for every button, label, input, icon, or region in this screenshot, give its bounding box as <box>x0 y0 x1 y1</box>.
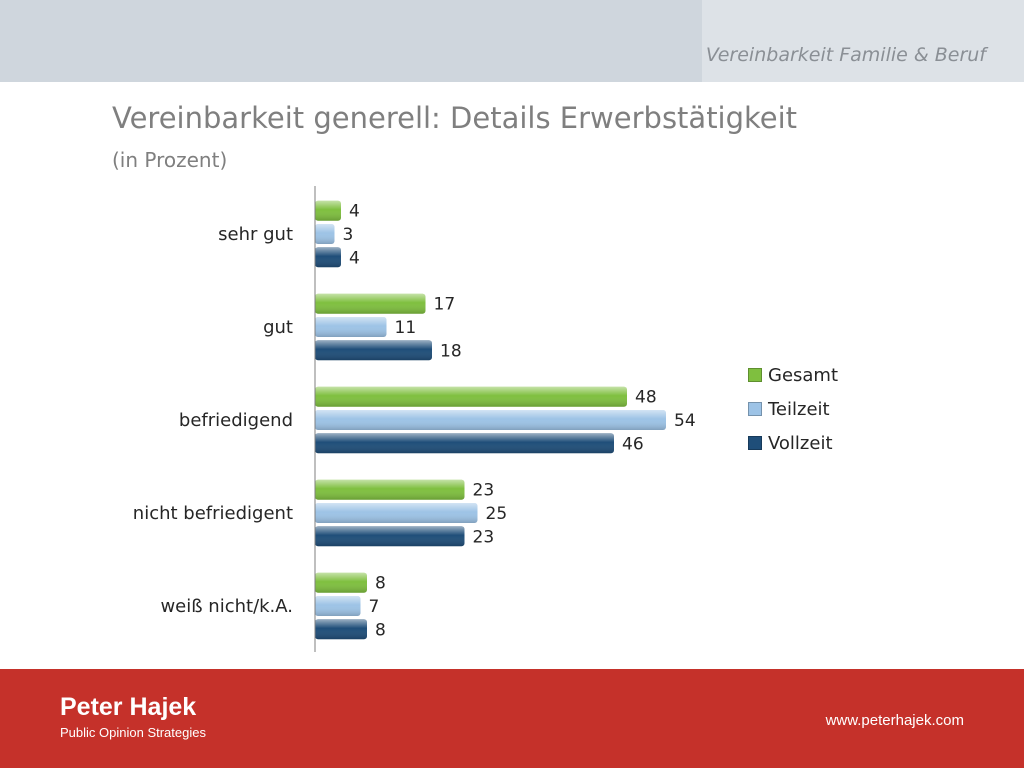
data-label: 23 <box>473 527 495 547</box>
legend-label: Teilzeit <box>768 398 830 420</box>
data-label: 17 <box>434 295 456 315</box>
category-label: nicht befriedigent <box>133 503 293 524</box>
footer: Peter Hajek Public Opinion Strategies ww… <box>0 669 1024 768</box>
legend-item-vollzeit: Vollzeit <box>748 426 838 460</box>
chart-title: Vereinbarkeit generell: Details Erwerbst… <box>112 101 798 135</box>
data-label: 8 <box>375 620 386 640</box>
legend-swatch <box>748 368 762 382</box>
bar-highlight <box>315 619 367 640</box>
bar-highlight <box>315 503 478 523</box>
legend-label: Vollzeit <box>768 432 833 454</box>
website-link[interactable]: www.peterhajek.com <box>825 712 964 729</box>
chart-legend: Gesamt Teilzeit Vollzeit <box>748 358 838 460</box>
legend-swatch <box>748 402 762 416</box>
category-label: gut <box>263 317 293 338</box>
chart-category-labels: sehr gut gut befriedigend nicht befriedigen… <box>133 224 293 617</box>
bar-chart: 4 3 4 17 11 18 48 54 46 23 25 23 8 7 8 sehr gut gut befr… <box>133 186 696 652</box>
bar-highlight <box>315 224 335 244</box>
data-label: 4 <box>349 248 360 268</box>
bar-highlight <box>315 596 361 616</box>
legend-label: Gesamt <box>768 364 839 386</box>
chart-bars: 4 3 4 17 11 18 48 54 46 23 25 23 8 7 8 <box>315 200 696 640</box>
section-label: Vereinbarkeit Familie & Beruf <box>705 44 986 66</box>
data-label: 23 <box>473 481 495 501</box>
bar-highlight <box>315 572 367 593</box>
bar-highlight <box>315 340 432 361</box>
category-label: sehr gut <box>218 224 293 245</box>
data-label: 48 <box>635 388 657 408</box>
data-label: 4 <box>349 202 360 222</box>
category-label: weiß nicht/k.A. <box>160 596 293 617</box>
data-label: 11 <box>395 318 417 338</box>
data-label: 18 <box>440 341 462 361</box>
bar-highlight <box>315 317 387 337</box>
bar-highlight <box>315 479 465 500</box>
chart-subtitle: (in Prozent) <box>112 148 228 172</box>
legend-item-gesamt: Gesamt <box>748 358 838 392</box>
brand-name: Peter Hajek <box>60 693 197 721</box>
header-band-accent <box>702 0 1024 82</box>
bar-highlight <box>315 526 465 547</box>
data-label: 7 <box>369 597 380 617</box>
legend-item-teilzeit: Teilzeit <box>748 392 838 426</box>
bar-highlight <box>315 410 666 430</box>
brand-tagline: Public Opinion Strategies <box>60 725 206 740</box>
category-label: befriedigend <box>179 410 293 431</box>
data-label: 25 <box>486 504 508 524</box>
bar-highlight <box>315 293 426 314</box>
bar-highlight <box>315 247 341 268</box>
bar-highlight <box>315 200 341 221</box>
data-label: 8 <box>375 574 386 594</box>
data-label: 54 <box>674 411 696 431</box>
legend-swatch <box>748 436 762 450</box>
data-label: 46 <box>622 434 644 454</box>
bar-highlight <box>315 433 614 454</box>
bar-highlight <box>315 386 627 407</box>
data-label: 3 <box>343 225 354 245</box>
